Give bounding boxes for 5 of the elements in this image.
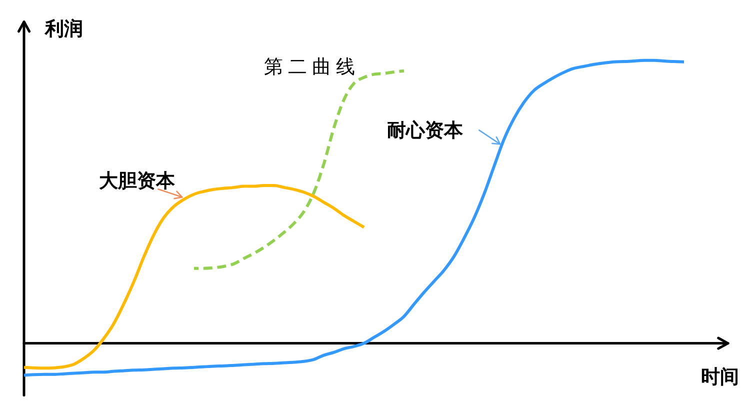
series-label: 耐心资本 xyxy=(387,119,464,142)
series-label: 第二曲线 xyxy=(264,56,360,78)
x-axis-title: 时间 xyxy=(701,366,739,388)
series-label: 大胆资本 xyxy=(99,170,176,192)
y-axis-title: 利润 xyxy=(44,18,83,40)
